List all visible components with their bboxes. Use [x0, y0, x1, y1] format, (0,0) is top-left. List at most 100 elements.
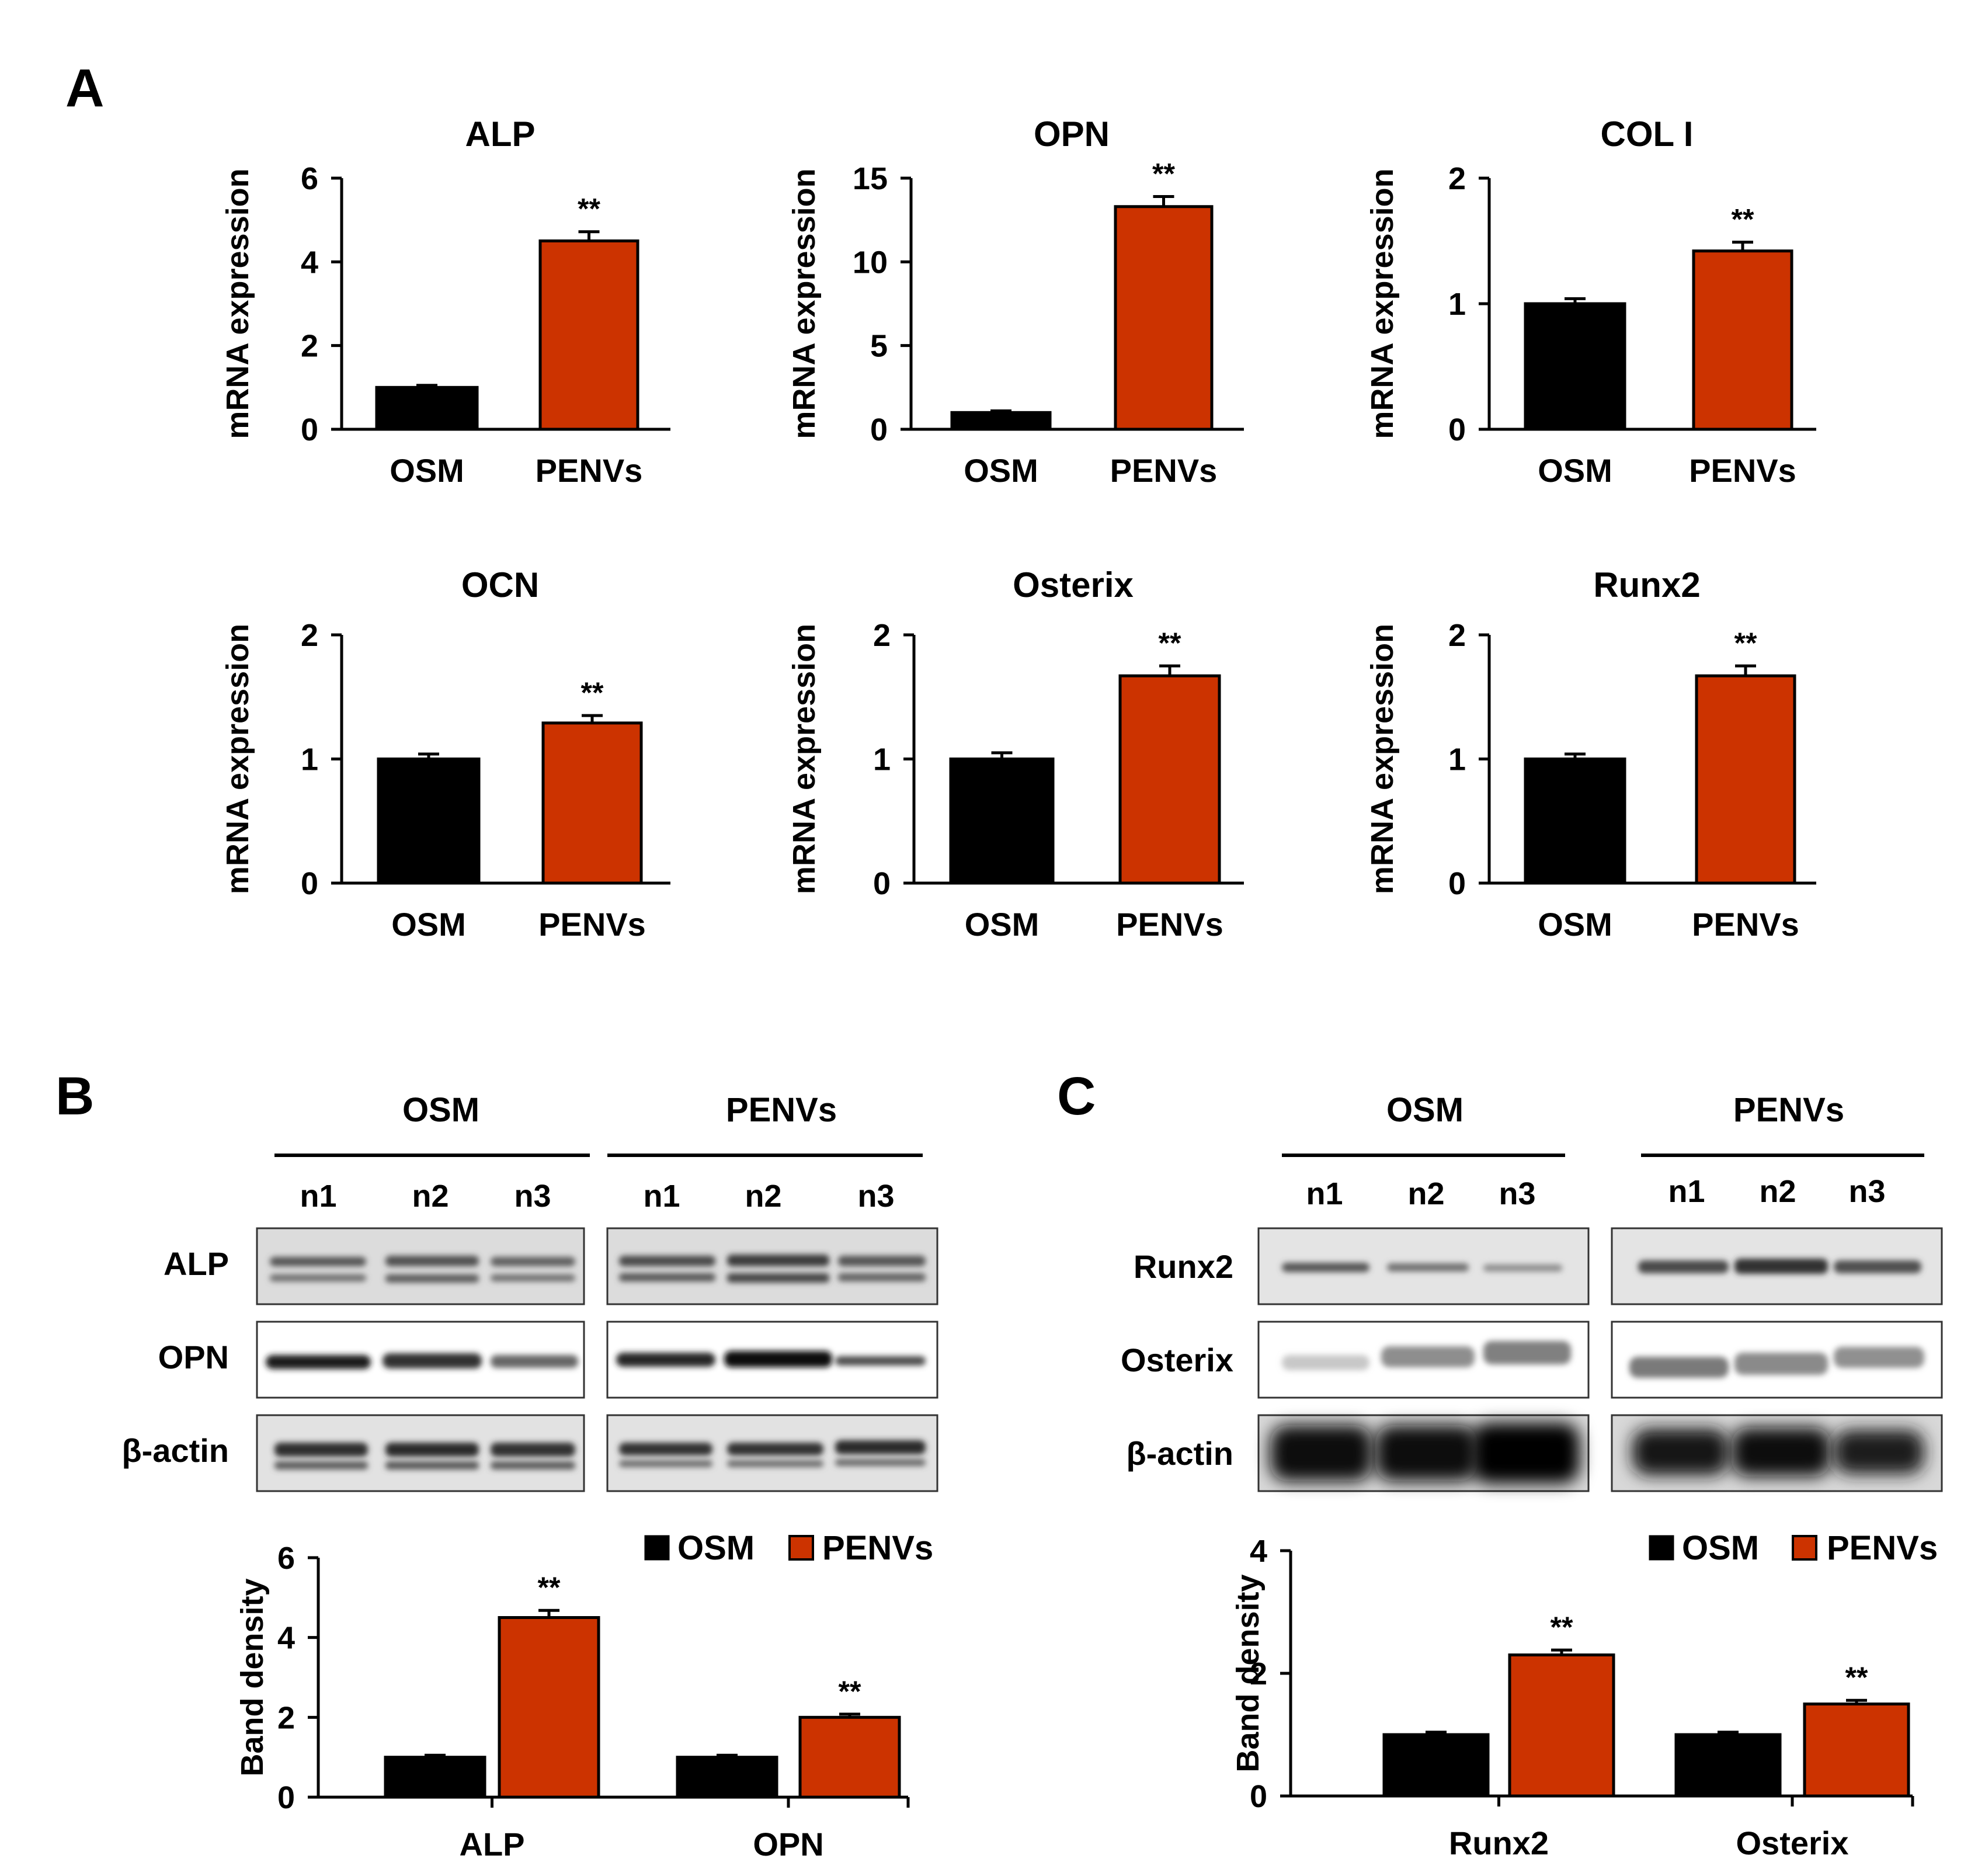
runx2-bar-penvs	[1695, 674, 1796, 885]
band-b-ytick-label-0: 0	[277, 1780, 295, 1815]
blot-b-lane-osm-n1: n1	[300, 1179, 336, 1214]
opn-ytick-label-2: 10	[853, 245, 888, 280]
blot-b-row-alp-label: ALP	[164, 1245, 229, 1282]
band-c-y-axis-label: Band density	[1230, 1574, 1266, 1772]
band-c-bar-osterix-osm	[1674, 1733, 1782, 1798]
band-c-legend-penvs-label: PENVs	[1827, 1529, 1938, 1567]
opn-ytick-label-3: 15	[853, 161, 888, 196]
band-b-ytick-label-1: 2	[277, 1700, 295, 1735]
blot-b-group-osm: OSM	[402, 1091, 479, 1129]
runx2-ytick-label-0: 0	[1448, 866, 1466, 901]
runx2-ytick-label-2: 2	[1448, 618, 1466, 653]
ocn-chart-title: OCN	[461, 565, 539, 605]
alp-y-axis-label: mRNA expression	[220, 168, 255, 439]
runx2-ytick-label-1: 1	[1448, 742, 1466, 777]
col1-category-osm: OSM	[1538, 452, 1612, 489]
mrna-chart-ocn: OCN 0 1 2 mRNA expression OSM PENVs **	[220, 565, 670, 943]
panel-label-b: B	[55, 1066, 94, 1126]
ocn-category-osm: OSM	[391, 906, 466, 943]
col1-ytick-label-0: 0	[1448, 412, 1466, 447]
opn-category-osm: OSM	[964, 452, 1038, 489]
band-b-significance-alp: **	[538, 1571, 561, 1604]
ocn-bar-penvs	[541, 721, 643, 885]
band-c-ytick-label-0: 0	[1250, 1779, 1267, 1814]
blot-b-lane-penvs-n2: n2	[745, 1179, 781, 1214]
opn-category-penvs: PENVs	[1110, 452, 1218, 489]
band-b-category-opn: OPN	[753, 1826, 823, 1863]
blot-c-row-osterix-label: Osterix	[1121, 1342, 1233, 1378]
blot-b-opn-penvs-strip	[606, 1321, 938, 1399]
alp-ytick-label-3: 6	[301, 161, 318, 196]
blot-b-row-opn-label: OPN	[158, 1339, 229, 1375]
col1-ytick-label-2: 2	[1448, 161, 1466, 196]
blot-c-group-osm: OSM	[1386, 1091, 1463, 1129]
osterix-ytick-label-0: 0	[873, 866, 891, 901]
blot-c-lane-osm-n2: n2	[1407, 1176, 1444, 1211]
alp-significance-penvs: **	[578, 193, 600, 225]
ocn-significance-penvs: **	[581, 676, 604, 709]
band-b-bar-opn-osm	[676, 1756, 778, 1799]
osterix-ytick-label-2: 2	[873, 618, 891, 653]
col1-bar-penvs	[1692, 249, 1793, 431]
blot-b-alp-osm-strip	[256, 1227, 585, 1305]
ocn-ytick-label-0: 0	[301, 866, 318, 901]
osterix-significance-penvs: **	[1159, 627, 1181, 659]
blot-b-row-actin-label: β-actin	[121, 1432, 229, 1469]
blot-b-lane-osm-n3: n3	[514, 1179, 551, 1214]
osterix-bar-osm	[949, 758, 1055, 885]
runx2-significance-penvs: **	[1734, 627, 1757, 659]
band-c-bar-runx2-osm	[1382, 1733, 1490, 1798]
col1-bar-osm	[1524, 302, 1626, 431]
band-c-bar-osterix-penvs	[1803, 1703, 1910, 1798]
band-density-chart-c: 0 2 4 Band density Runx2 ** Osterix ** OSM PENVs	[1230, 1529, 1938, 1861]
band-c-ytick-label-2: 4	[1250, 1534, 1267, 1569]
blot-c-runx2-osm-strip	[1257, 1227, 1590, 1305]
ocn-category-penvs: PENVs	[538, 906, 646, 943]
band-c-ytick-label-1: 2	[1250, 1656, 1267, 1691]
band-b-legend-osm-label: OSM	[677, 1529, 755, 1567]
band-c-legend-penvs-swatch	[1792, 1535, 1817, 1561]
blot-b-opn-osm-strip	[256, 1321, 585, 1399]
band-b-legend-penvs-swatch	[788, 1535, 814, 1561]
ocn-y-axis-label: mRNA expression	[220, 624, 255, 894]
mrna-chart-alp: ALP 0 2 4 6 mRNA expression OSM PENVs **	[220, 114, 670, 489]
opn-significance-penvs: **	[1152, 158, 1175, 190]
runx2-chart-title: Runx2	[1593, 565, 1700, 605]
blot-b-actin-penvs-strip	[606, 1414, 938, 1492]
band-c-significance-osterix: **	[1845, 1661, 1868, 1694]
blot-c-lane-penvs-n3: n3	[1848, 1174, 1885, 1209]
blot-c-actin-penvs-strip	[1611, 1414, 1943, 1492]
osterix-category-osm: OSM	[965, 906, 1040, 943]
blot-c-row-runx2-label: Runx2	[1134, 1248, 1233, 1285]
band-b-significance-opn: **	[839, 1675, 861, 1708]
blot-c-runx2-penvs-strip	[1611, 1227, 1943, 1305]
opn-ytick-label-1: 5	[870, 329, 888, 364]
band-c-legend-osm-swatch	[1649, 1535, 1674, 1561]
band-b-ytick-label-2: 4	[277, 1621, 295, 1656]
western-blot-c: OSM PENVs n1 n2 n3 n1 n2 n3 Runx2 Osteri…	[1121, 1091, 1943, 1492]
band-b-ytick-label-3: 6	[277, 1541, 295, 1576]
blot-c-lane-penvs-n2: n2	[1759, 1174, 1796, 1209]
blot-c-osterix-penvs-strip	[1611, 1321, 1943, 1399]
runx2-y-axis-label: mRNA expression	[1365, 624, 1400, 894]
alp-ytick-label-0: 0	[301, 412, 318, 447]
band-b-y-axis-label: Band density	[235, 1578, 270, 1776]
band-b-bar-opn-penvs	[798, 1715, 901, 1799]
mrna-chart-osterix: Osterix 0 1 2 mRNA expression OSM PENVs **	[787, 565, 1244, 943]
band-b-legend-penvs-label: PENVs	[822, 1529, 933, 1567]
mrna-chart-runx2: Runx2 0 1 2 mRNA expression OSM PENVs **	[1365, 565, 1816, 943]
osterix-bar-penvs	[1118, 674, 1221, 885]
col1-ytick-label-1: 1	[1448, 287, 1466, 322]
western-blot-b: OSM PENVs n1 n2 n3 n1 n2 n3 ALP OPN β-ac…	[121, 1091, 938, 1492]
alp-category-osm: OSM	[390, 452, 464, 489]
osterix-chart-title: Osterix	[1013, 565, 1134, 605]
runx2-category-penvs: PENVs	[1692, 906, 1799, 943]
blot-b-lane-penvs-n3: n3	[857, 1179, 894, 1214]
blot-b-actin-osm-strip	[256, 1414, 585, 1492]
blot-c-group-penvs: PENVs	[1733, 1091, 1844, 1129]
blot-c-lane-osm-n3: n3	[1499, 1176, 1535, 1211]
alp-chart-title: ALP	[465, 114, 536, 154]
panel-label-a: A	[65, 58, 104, 118]
